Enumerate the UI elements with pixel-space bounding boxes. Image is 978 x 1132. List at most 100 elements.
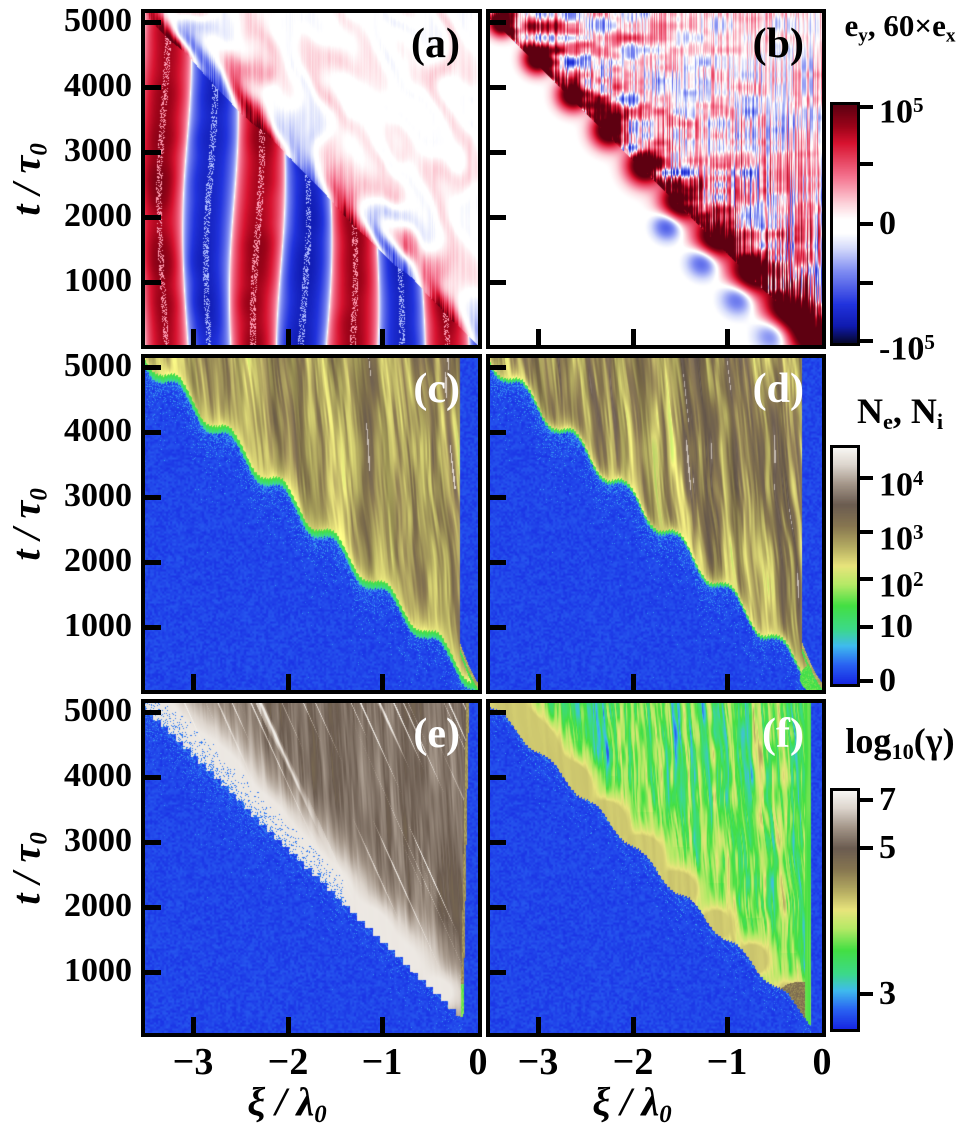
colorbar-density-gradient [833,448,857,684]
y-tick [145,280,161,285]
y-tick [145,710,161,715]
y-tick [490,150,506,155]
y-tick [490,20,506,25]
colorbar-tick-label: 10 [879,606,913,648]
y-tick [145,560,161,565]
x-tick [191,674,196,690]
panel-a: (a) [141,9,482,349]
colorbar-gamma-gradient [833,791,857,1029]
label-segment: 0 [659,1100,672,1128]
y-axis-label-row1: t / τ0 [0,79,128,279]
x-tick [631,329,636,345]
panel-c: (c) [141,354,482,694]
x-tick [536,1017,541,1033]
x-tick-label: −3 [172,1041,214,1083]
y-tick [490,840,506,845]
y-tick [145,905,161,910]
panel-e-heatmap [145,703,478,1033]
y-tick-label: 2000 [64,887,132,924]
y-tick [490,560,506,565]
x-tick-label: 0 [812,1041,832,1083]
label-segment: y [858,25,868,47]
colorbar-field-title: ey, 60×ex [822,8,978,58]
colorbar-field-gradient [833,105,857,343]
panel-c-heatmap [145,358,478,690]
y-tick [145,970,161,975]
x-tick-label: −2 [612,1041,654,1083]
y-tick [490,905,506,910]
y-axis-label: t / τ0 [3,143,54,215]
label-segment: , N [892,391,937,431]
x-axis-label: ξ / λ0 [542,1078,722,1128]
y-tick [145,150,161,155]
x-axis-label: ξ / λ0 [197,1078,377,1128]
y-tick-label: 2000 [64,542,132,579]
x-tick [536,674,541,690]
y-tick [490,710,506,715]
label-segment: 10 [879,567,913,605]
y-tick [490,215,506,220]
x-tick [191,329,196,345]
colorbar-tick [860,529,873,534]
y-tick [490,280,506,285]
colorbar-tick-label: 0 [879,203,896,245]
x-tick [725,674,730,690]
y-tick [145,430,161,435]
y-tick [145,215,161,220]
label-segment: 0 [25,487,53,501]
label-segment: 2 [913,567,924,592]
colorbar-tick [860,845,873,850]
label-segment: 4 [913,465,924,490]
y-tick-label: 3000 [64,822,132,859]
colorbar-tick-label: 3 [879,973,896,1015]
y-tick-label: 3000 [64,477,132,514]
panel-f-heatmap [490,703,822,1033]
x-tick [286,674,291,690]
panel-b-heatmap [490,13,822,345]
colorbar-tick-label: -105 [879,321,935,368]
y-tick-label: 4000 [64,412,132,449]
colorbar-tick [860,339,873,343]
panel-e: (e) [141,699,482,1037]
colorbar-tick [860,475,873,480]
panel-f-label: (f) [762,711,804,757]
x-tick [631,1017,636,1033]
y-tick-label: 5000 [64,2,132,39]
y-axis-label: t / τ0 [3,488,54,560]
y-axis-label: t / τ0 [3,832,54,904]
label-segment: 10 [891,739,914,765]
y-tick-label: 5000 [64,347,132,384]
x-tick-label: −1 [361,1041,403,1083]
label-segment: x [945,25,956,47]
panel-f: (f) [486,699,826,1037]
colorbar-tick [860,105,873,109]
label-segment: 0 [25,831,53,845]
colorbar-tick-label: 105 [879,84,924,131]
x-tick [536,329,541,345]
colorbar-tick [860,221,873,226]
label-segment: ξ / λ [247,1079,315,1124]
label-segment: e [882,409,893,435]
label-segment: 0 [25,142,53,156]
y-tick [490,775,506,780]
panel-e-label: (e) [413,711,460,757]
panel-a-heatmap [145,13,478,345]
y-tick-label: 4000 [64,67,132,104]
x-tick [380,674,385,690]
colorbar-tick [860,280,873,285]
y-tick [145,775,161,780]
panel-a-label: (a) [411,21,460,67]
label-segment: 10 [879,466,913,504]
y-tick [145,840,161,845]
colorbar-tick [860,625,873,630]
y-tick [145,365,161,370]
y-tick [145,85,161,90]
panel-b: (b) [486,9,826,349]
label-segment: 3 [913,519,924,544]
x-tick [631,674,636,690]
panel-d: (d) [486,354,826,694]
label-segment: 10 [879,608,913,646]
y-tick [490,85,506,90]
y-tick-label: 1000 [64,952,132,989]
label-segment: 5 [913,93,924,117]
